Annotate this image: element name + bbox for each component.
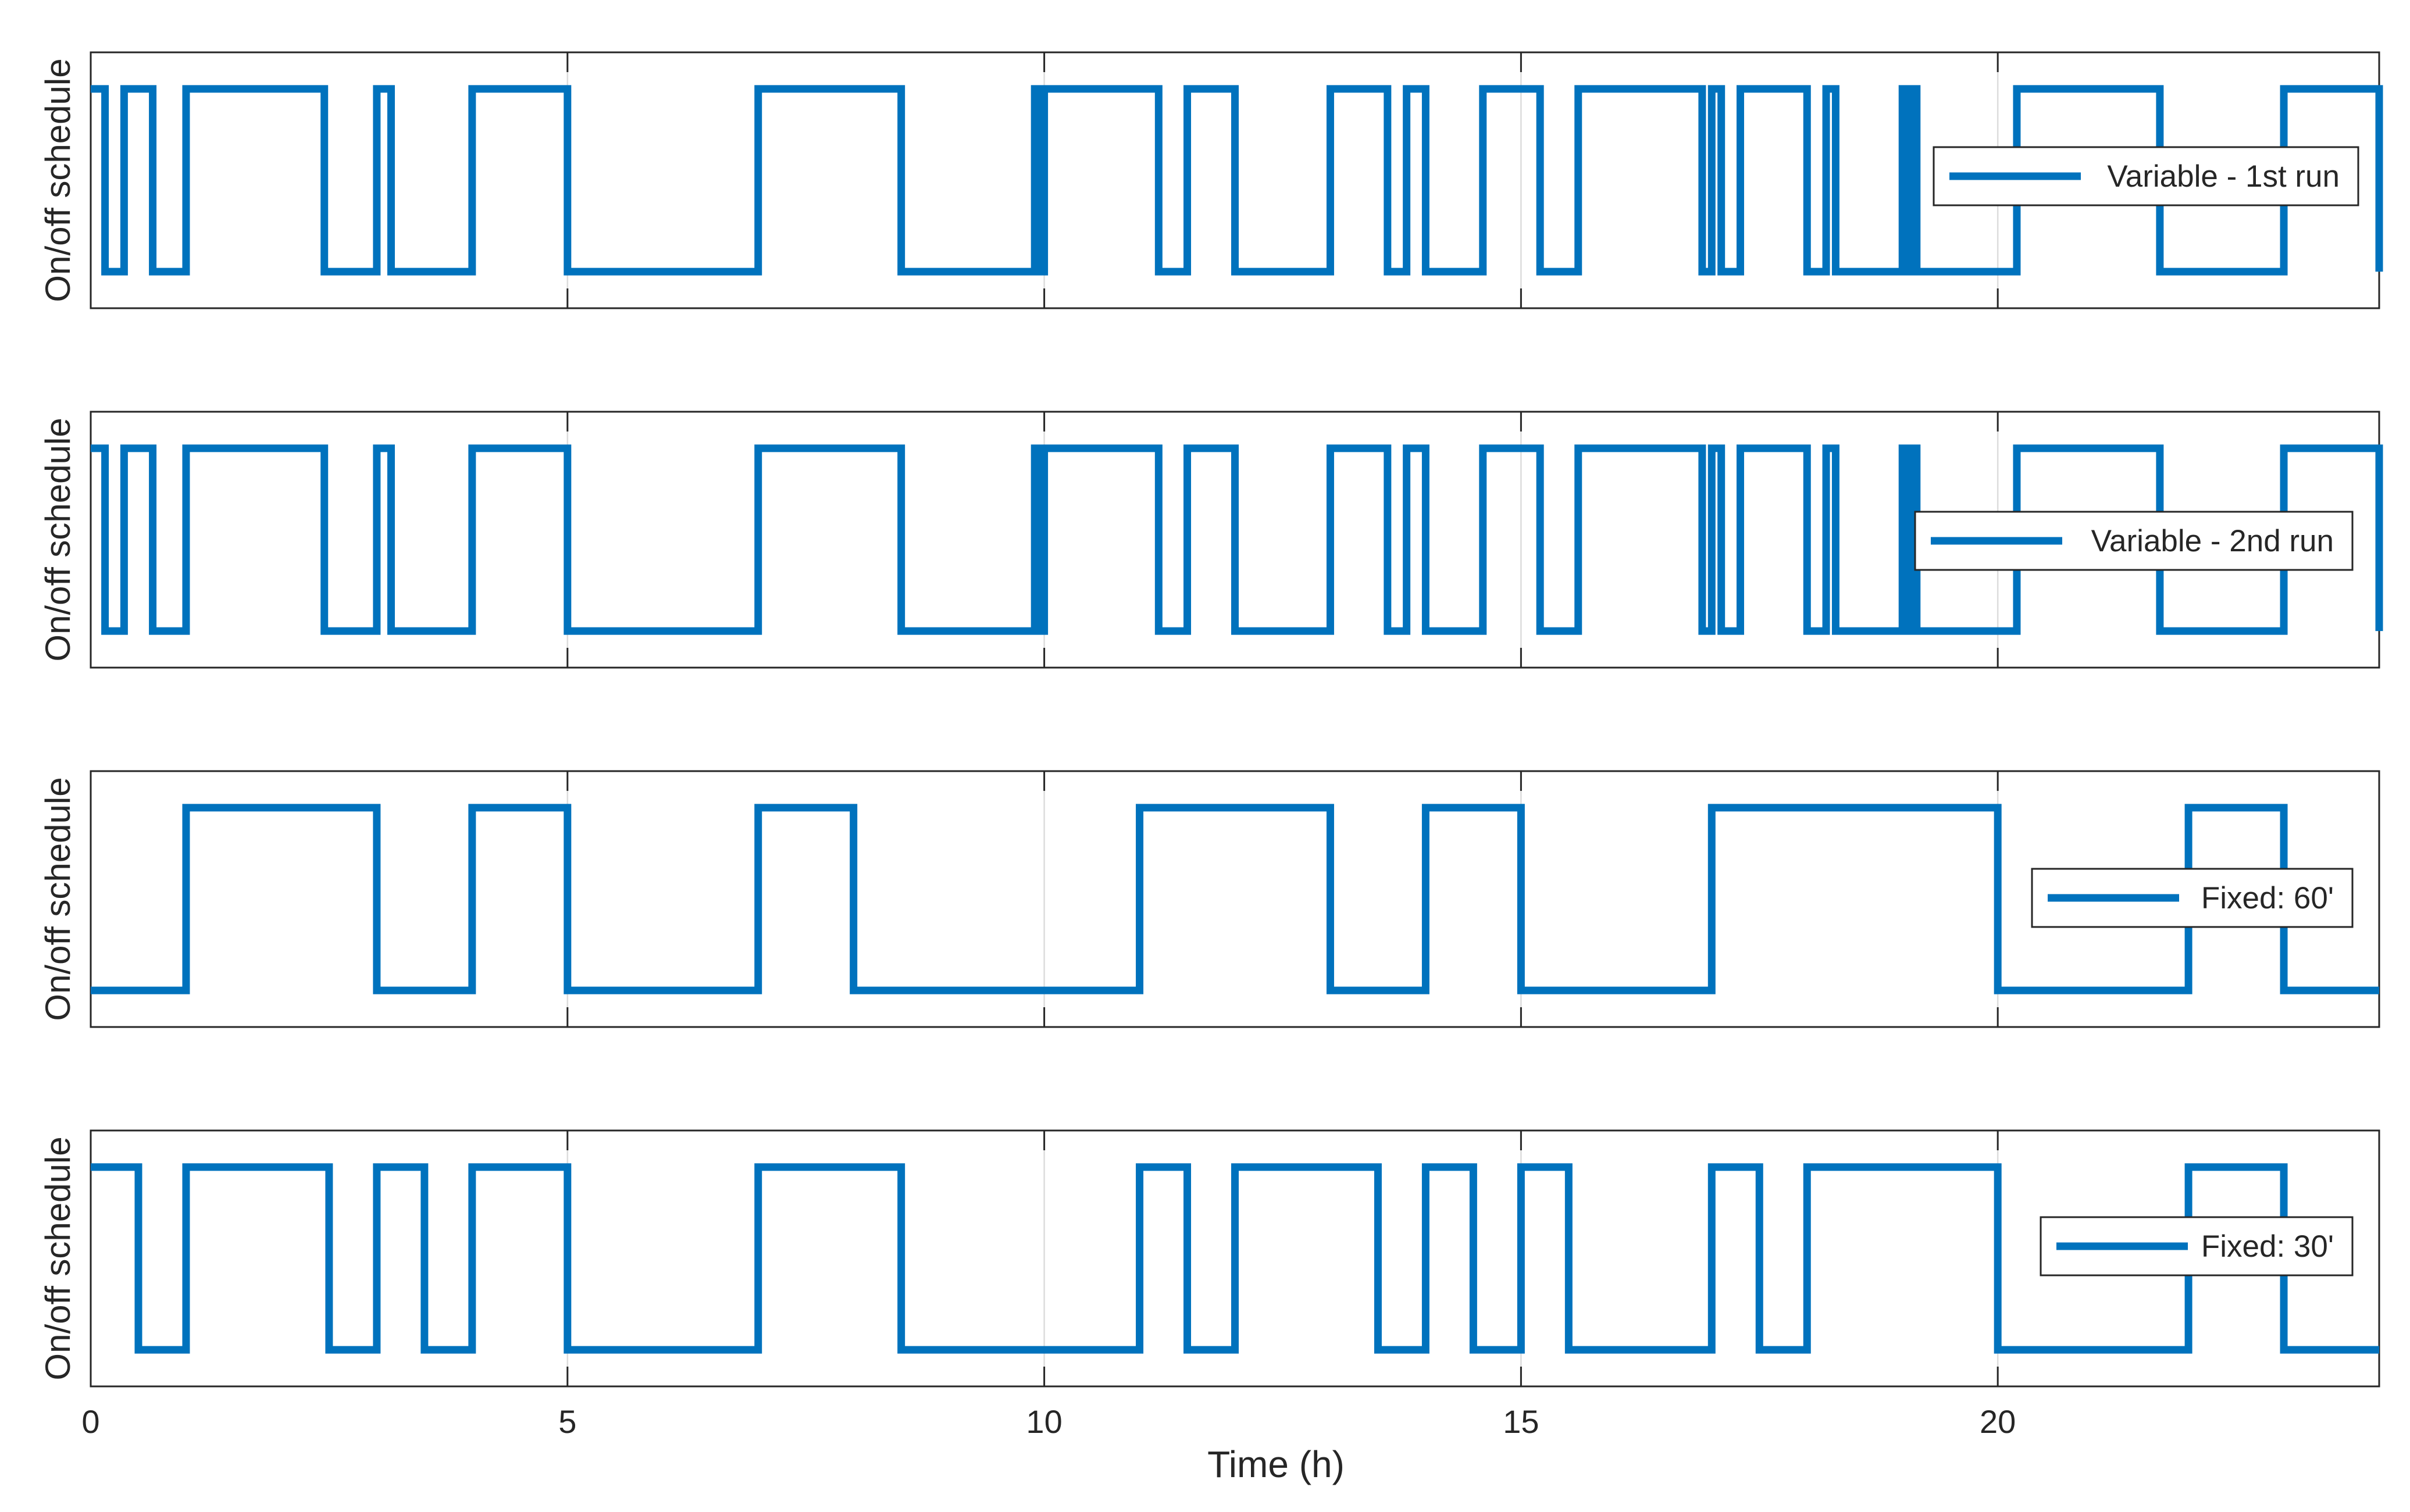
legend: Fixed: 60': [2031, 868, 2354, 928]
legend-entry: Variable - 2nd run: [2091, 524, 2334, 558]
series-line: [91, 804, 2379, 994]
y-axis-label: On/off schedule: [38, 418, 77, 661]
subplot-3: On/off schedule Fixed: 60': [38, 770, 2380, 1028]
legend-entry: Variable - 1st run: [2107, 159, 2340, 194]
y-axis-label: On/off schedule: [38, 1136, 77, 1380]
legend-entry: Fixed: 60': [2201, 881, 2334, 915]
x-tick-label: 15: [1503, 1403, 1539, 1440]
series-line: [91, 444, 2383, 635]
x-tick-label: 20: [1980, 1403, 2016, 1440]
legend-entry: Fixed: 30': [2201, 1229, 2334, 1264]
legend: Variable - 1st run: [1933, 146, 2359, 206]
x-axis-label: Time (h): [1207, 1443, 1345, 1485]
subplot-1: On/off schedule Variable - 1st run: [38, 51, 2383, 309]
subplot-2: On/off schedule Variable - 2nd run: [38, 411, 2383, 669]
legend: Variable - 2nd run: [1914, 511, 2354, 571]
x-tick-label: 0: [81, 1403, 99, 1440]
y-axis-label: On/off schedule: [38, 777, 77, 1021]
x-tick-label: 5: [558, 1403, 576, 1440]
legend: Fixed: 30': [2040, 1216, 2354, 1276]
y-axis-label: On/off schedule: [38, 58, 77, 302]
series-line: [91, 1163, 2379, 1354]
x-tick-label: 10: [1026, 1403, 1062, 1440]
series-line: [91, 85, 2383, 276]
